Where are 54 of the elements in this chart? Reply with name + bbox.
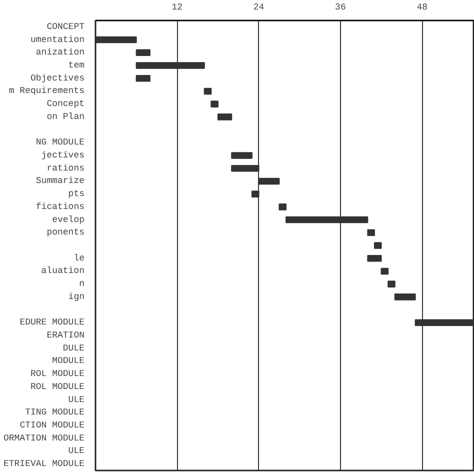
y-tick-label: EDURE MODULE: [20, 318, 84, 328]
y-tick-label: Objectives: [30, 73, 85, 84]
x-tick-label: 24: [253, 2, 264, 12]
bar: [96, 36, 137, 44]
bar: [286, 216, 368, 224]
bar: [210, 100, 218, 108]
bar: [231, 152, 252, 159]
y-tick-label: rations: [46, 163, 85, 174]
x-tick-label: 12: [172, 2, 183, 12]
x-tick-label: 36: [335, 2, 346, 12]
y-tick-label: CONCEPT: [46, 22, 86, 32]
bar: [367, 254, 382, 262]
bar: [252, 190, 260, 198]
y-tick-label: jectives: [41, 150, 85, 160]
y-tick-label: anization: [36, 48, 84, 58]
y-tick-label: CTION MODULE: [20, 420, 84, 430]
y-tick-label: TING MODULE: [25, 408, 85, 418]
y-tick-label: ponents: [46, 228, 85, 238]
bar: [217, 114, 232, 120]
x-tick-label: 48: [416, 2, 428, 12]
bar: [394, 294, 416, 300]
bar: [278, 204, 287, 210]
y-tick-label: ROL MODULE: [30, 369, 85, 380]
y-tick-label: ERATION: [46, 330, 85, 340]
y-tick-label: pts: [68, 189, 84, 200]
y-tick-label: n: [79, 279, 85, 290]
y-tick-label: DULE: [62, 343, 85, 354]
bar: [258, 178, 280, 185]
y-tick-label: ORMATION MODULE: [3, 433, 84, 444]
y-tick-label: NG MODULE: [36, 138, 84, 148]
y-tick-label: evelop: [52, 214, 84, 225]
bar: [136, 74, 150, 82]
y-tick-label: Concept: [46, 99, 85, 110]
bar: [231, 164, 260, 172]
y-tick-label: le: [74, 253, 85, 264]
bar: [136, 49, 150, 56]
y-tick-label: ROL MODULE: [30, 382, 85, 392]
bar: [388, 280, 396, 288]
bar: [367, 229, 375, 236]
y-tick-label: MODULE: [52, 356, 84, 366]
y-tick-label: Summarize: [36, 176, 84, 186]
y-tick-label: aluation: [41, 266, 85, 276]
y-tick-label: fications: [36, 202, 84, 212]
y-tick-label: on Plan: [46, 112, 85, 122]
y-tick-label: ETRIEVAL MODULE: [3, 459, 84, 470]
y-tick-label: ULE: [68, 394, 84, 405]
bar: [204, 88, 212, 95]
y-tick-label: tem: [68, 60, 84, 70]
bar: [380, 268, 389, 275]
bar: [374, 242, 382, 249]
y-tick-label: ULE: [68, 446, 84, 456]
y-tick-label: m Requirements: [8, 86, 85, 96]
y-tick-label: umentation: [30, 34, 85, 45]
y-tick-label: ign: [68, 292, 84, 302]
